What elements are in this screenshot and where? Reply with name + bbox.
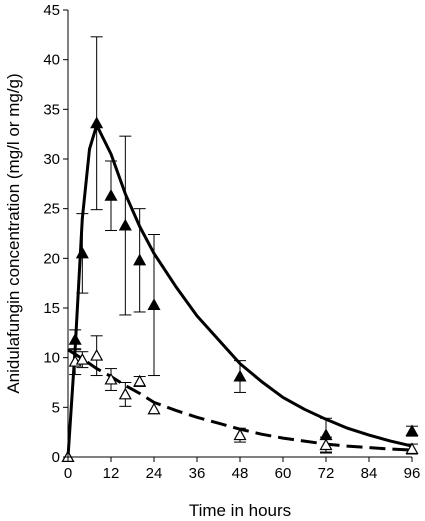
fit-lines <box>66 123 413 458</box>
open-triangle-point <box>118 387 132 400</box>
axes: 0 5 10 15 20 25 30 35 40 45 0 12 24 36 48 60 72 84 96 <box>43 2 420 482</box>
open-triangle-point <box>405 442 419 455</box>
y-tick-label: 10 <box>43 350 60 367</box>
y-tick-label: 40 <box>43 52 60 69</box>
x-tick-label: 36 <box>189 465 206 482</box>
open-triangle-point <box>319 438 333 451</box>
x-tick-label: 60 <box>275 465 292 482</box>
filled-triangle-point <box>118 218 132 231</box>
x-tick-label: 0 <box>64 465 72 482</box>
filled-triangle-point <box>104 189 118 201</box>
fit-line-solid <box>66 123 413 458</box>
open-triangle-point <box>75 352 89 365</box>
y-tick-label: 25 <box>43 201 60 218</box>
y-tick-label: 35 <box>43 101 60 118</box>
y-tick-label: 45 <box>43 2 60 19</box>
y-tick-label: 15 <box>43 300 60 317</box>
y-axis-title: Anidulafungin concentration (mg/l or mg/… <box>4 73 23 393</box>
open-triangle-point <box>133 374 147 387</box>
y-tick-label: 0 <box>52 449 60 466</box>
x-tick-label: 96 <box>404 465 421 482</box>
x-tick-label: 84 <box>361 465 378 482</box>
data-markers <box>61 116 419 462</box>
y-tick-label: 5 <box>52 399 60 416</box>
filled-triangle-point <box>147 298 161 311</box>
filled-triangle-point <box>90 116 104 129</box>
open-triangle-point <box>233 428 247 441</box>
open-triangle-point <box>147 402 161 415</box>
x-tick-label: 12 <box>103 465 120 482</box>
filled-triangle-point <box>68 333 82 345</box>
filled-triangle-point <box>319 428 333 441</box>
x-tick-label: 24 <box>146 465 163 482</box>
filled-triangle-point <box>405 424 419 437</box>
x-axis-title: Time in hours <box>189 501 291 520</box>
open-triangle-point <box>90 348 104 361</box>
x-tick-label: 48 <box>232 465 249 482</box>
open-triangle-point <box>104 372 118 385</box>
y-tick-label: 30 <box>43 151 60 168</box>
filled-triangle-point <box>75 246 89 259</box>
y-tick-label: 20 <box>43 250 60 267</box>
filled-triangle-point <box>133 253 147 266</box>
error-bars <box>69 36 418 455</box>
filled-triangle-point <box>233 369 247 382</box>
x-tick-label: 72 <box>318 465 335 482</box>
